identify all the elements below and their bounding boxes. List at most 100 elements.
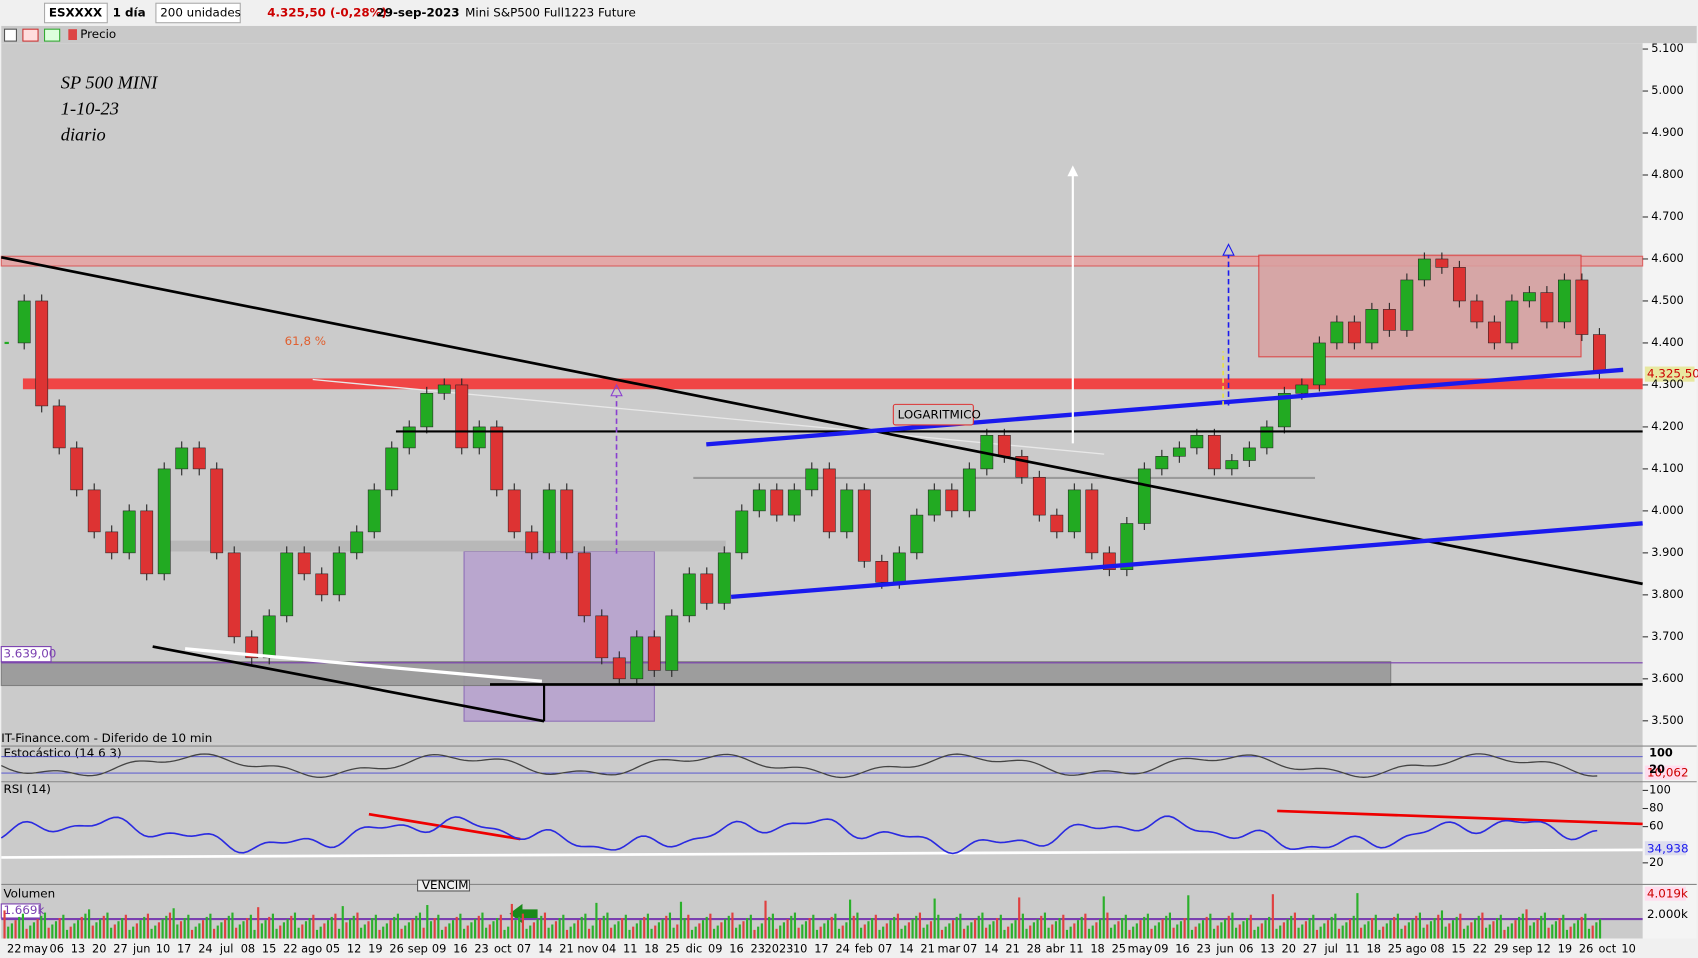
x-tick-label: 20: [1282, 941, 1296, 955]
symbol-box[interactable]: [43, 2, 108, 24]
volume-bar: [1415, 915, 1418, 939]
button[interactable]: [43, 28, 61, 42]
volume-bar: [271, 913, 274, 939]
volume-bar: [514, 920, 517, 939]
x-tick-label: 26: [389, 941, 403, 955]
volume-bar: [315, 929, 319, 939]
volume-bar: [992, 921, 995, 939]
volume-bar: [749, 914, 752, 939]
volume-bar: [301, 924, 304, 939]
candle: [1225, 460, 1239, 470]
volume-bar: [363, 924, 366, 939]
volume-bar: [349, 919, 352, 939]
candle: [787, 489, 801, 516]
volume-bar: [837, 928, 841, 939]
volume-bar: [220, 922, 223, 939]
volume-bar: [1385, 923, 1388, 939]
volume-bar: [1400, 928, 1403, 939]
volume-bar: [1466, 925, 1469, 939]
x-tick-label: 04: [602, 941, 616, 955]
units[interactable]: 200 unidades: [160, 5, 241, 19]
price-label[interactable]: Precio: [80, 27, 116, 41]
volume-bar: [595, 902, 598, 939]
volume-bar: [826, 920, 830, 939]
volume-bar: [1363, 924, 1366, 939]
symbol[interactable]: ESXXXX: [49, 5, 102, 19]
x-tick-label: 15: [262, 941, 276, 955]
source: IT-Finance.com - Diferido de 10 min: [1, 731, 212, 745]
volume-bar: [1117, 921, 1120, 939]
volume-bar: [668, 912, 672, 939]
volume-bar: [937, 914, 940, 939]
volume-bar: [396, 913, 399, 939]
candle: [52, 405, 66, 449]
rsi-tick: 80: [1649, 801, 1663, 815]
volume-bar: [1110, 927, 1113, 939]
volume-bar: [951, 920, 955, 939]
volume-bar: [1576, 920, 1580, 939]
volume-bar: [378, 929, 381, 939]
volume-bar: [720, 922, 723, 939]
volume-bar: [1264, 920, 1267, 939]
x-tick-label: oct: [494, 941, 512, 955]
volume-bar: [643, 916, 646, 939]
volume-bar: [716, 925, 719, 939]
last-label: 4.325,50: [1647, 367, 1698, 381]
candle: [805, 468, 819, 491]
candle: [1400, 279, 1414, 331]
x-tick-label: 16: [1175, 941, 1189, 955]
volume-bar: [1323, 923, 1326, 939]
volume-bar: [812, 914, 815, 939]
button[interactable]: [22, 28, 39, 42]
volume-bar: [1007, 926, 1010, 939]
volume-bar: [632, 926, 635, 939]
volume-bar: [624, 914, 627, 939]
volume-bar: [1205, 916, 1208, 939]
volume-bar: [146, 913, 149, 939]
volume-bar: [768, 916, 771, 939]
candle: [665, 615, 679, 671]
x-tick-label: 07: [517, 941, 531, 955]
candle: [17, 300, 31, 344]
candle: [700, 573, 714, 604]
x-tick-label: jul: [219, 941, 234, 955]
volume-bar: [242, 921, 245, 939]
candle: [490, 426, 504, 491]
button[interactable]: [3, 28, 17, 42]
volume-bar: [1562, 914, 1565, 939]
volume-bar: [231, 912, 234, 939]
volume-bar: [499, 914, 502, 939]
volume-bar: [981, 912, 984, 939]
rsi-line: [0, 815, 1598, 855]
volume-bar: [503, 929, 506, 939]
candle: [280, 552, 294, 617]
gray-band: [161, 540, 726, 552]
volume-bar: [113, 924, 116, 939]
volume-bar: [444, 926, 447, 939]
volume-bar: [1286, 919, 1289, 939]
x-tick-label: 22: [283, 941, 297, 955]
volume-bar: [1330, 916, 1333, 939]
volume-bar: [356, 912, 359, 939]
volume-bar: [764, 900, 767, 939]
volume-bar: [1297, 927, 1300, 939]
units-box[interactable]: [155, 2, 241, 24]
candle: [87, 489, 101, 533]
period[interactable]: 1 día: [113, 5, 146, 19]
x-tick-label: 24: [198, 941, 212, 955]
y-tick-label: 4.000: [1651, 503, 1683, 517]
x-tick-label: jun: [1215, 941, 1234, 955]
volume-bar: [885, 923, 888, 939]
volume-bar: [628, 929, 631, 939]
volume-bar: [1194, 926, 1197, 939]
volume-bar: [1411, 919, 1414, 939]
volume-bar: [863, 924, 866, 939]
candle: [892, 552, 906, 583]
x-tick-label: jul: [1323, 941, 1338, 955]
candle: [140, 510, 154, 575]
volume-bar: [297, 927, 300, 939]
volume-bar: [1212, 928, 1216, 939]
volume-bar: [926, 924, 929, 939]
volume-bar: [374, 914, 377, 939]
